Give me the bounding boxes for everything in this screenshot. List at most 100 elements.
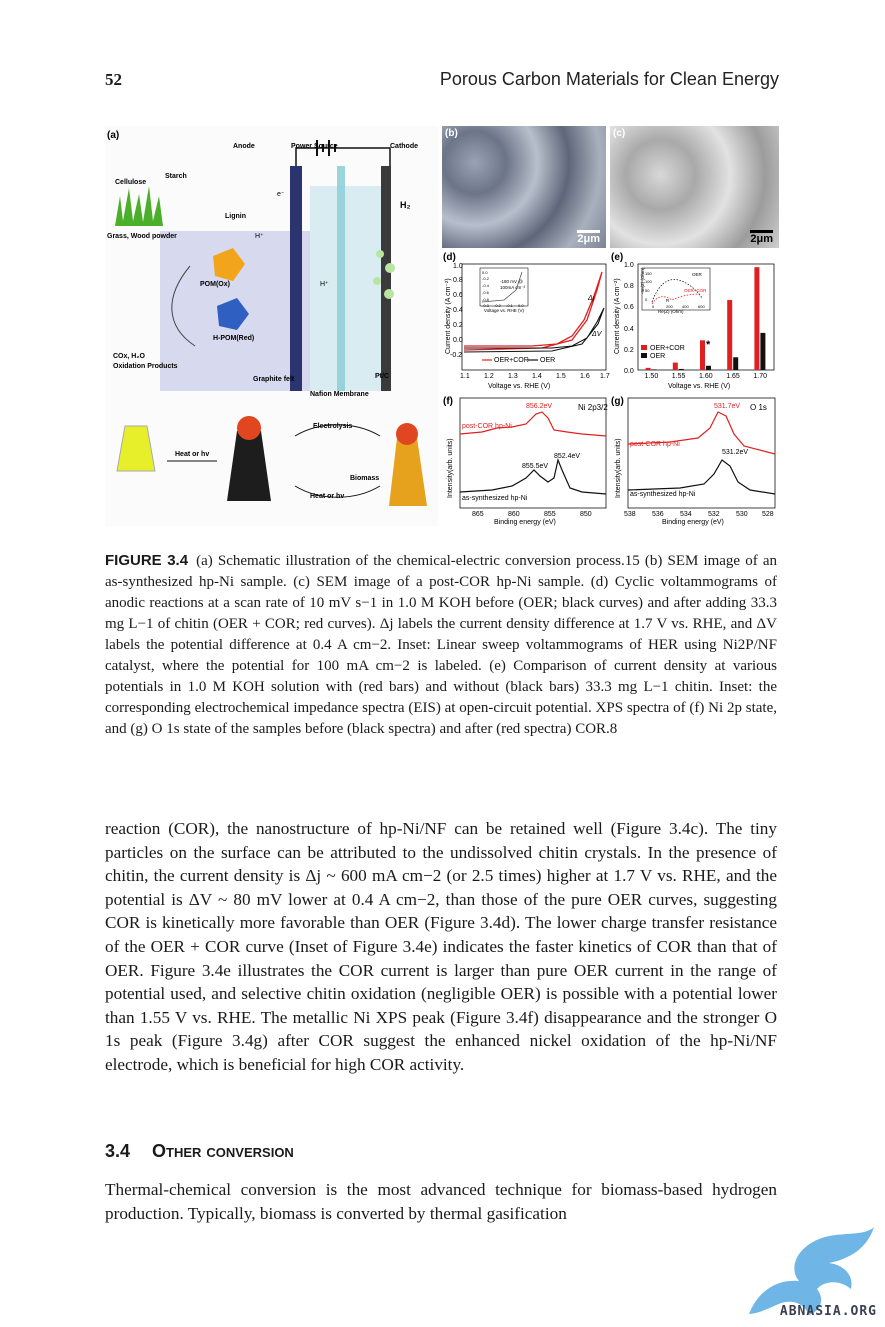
d-ytick: 0.2 [453,322,463,329]
d-ytick: 0.6 [453,292,463,299]
e-inset-ytick: 0 [645,297,648,302]
e-legend-oer-cor: OER+COR [650,345,685,352]
products-label-1: COx, H₂O [113,353,145,360]
d-xtick: 1.1 [460,373,470,380]
e-inset-ytick: 50 [645,288,650,293]
e-inset-oercor-label: OER+COR [684,288,707,293]
d-legend-oer-cor: OER+COR [494,357,529,364]
e-inset-ytick: 100 [645,279,652,284]
panel-e-bars [645,267,766,370]
e-ytick: 0.4 [624,326,634,333]
panel-f-xps-chart: (f) Ni 2p3/2 Intensity(arb. units) Bindi… [442,394,610,526]
e-inset-xlabel: Re(Z) (Ohm) [658,309,684,314]
d-ytick: 1.0 [453,263,463,270]
nafion-label: Nafion Membrane [310,391,369,398]
panel-e-ylabel: Current density (A cm⁻²) [614,278,621,354]
d-xtick: 1.6 [580,373,590,380]
hpom-label: H-POM(Red) [213,335,254,342]
panel-d-label: (d) [443,252,456,263]
e-inset-ylabel: -Im(Z) (Ohm) [640,267,645,294]
d-inset-ytick: -0.8 [482,297,490,302]
cathode-label: Cathode [390,143,418,150]
section-heading: 3.4 Other conversion [105,1141,294,1162]
xps-ni-post-cor-spectrum [459,411,607,437]
bar-oer-1.55 [678,368,684,370]
panel-g-ylabel: Intensity(arb. units) [615,438,622,498]
panel-c-sem: (c) 2μm [610,126,779,248]
panel-d-ylabel: Current density (A cm⁻²) [445,278,452,354]
bar-oer-1.70 [760,332,766,370]
e-significance-star: * [706,339,711,351]
bar-oer-cor-1.50 [645,367,651,370]
heat-hv-label-2: Heat or hv [310,493,344,500]
d-inset-xtick: 0.0 [518,303,524,308]
products-label-2: Oxidation Products [113,363,178,370]
d-ytick: 0.4 [453,307,463,314]
d-inset-ytick: -0.2 [482,276,490,281]
bar-oer-cor-1.55 [672,362,678,370]
g-peak-black: 531.2eV [722,449,748,456]
e-inset-ytick: 150 [645,271,652,276]
panel-d-xlabel: Voltage vs. RHE (V) [488,383,550,390]
electrolysis-label: Electrolysis [313,423,352,430]
cellulose-label: Cellulose [115,179,146,186]
xps-o-post-cor-spectrum [627,411,776,455]
h2-label: H₂ [400,200,411,210]
cv-oer-curve [463,307,605,353]
d-legend-oer: OER [540,357,555,364]
delta-v-label: ΔV [591,331,603,338]
starch-label: Starch [165,173,187,180]
watermark-dragon-logo [749,1227,874,1315]
g-xtick: 532 [708,511,720,518]
bar-oer-cor-1.60 [700,340,705,370]
panel-f-ylabel: Intensity(arb. units) [447,438,454,498]
g-xtick: 536 [652,511,664,518]
f-peak-black-1: 855.5eV [522,463,548,470]
e-ytick: 0.8 [624,283,634,290]
proton-label-2: H⁺ [320,281,329,288]
panel-b-label: (b) [445,128,458,139]
d-xtick: 1.3 [508,373,518,380]
g-black-series-label: as-synthesized hp-Ni [630,491,696,498]
anode-label: Anode [233,143,255,150]
panel-g-xps-chart: (g) O 1s Intensity(arb. units) Binding e… [610,394,779,526]
f-peak-black-2: 852.4eV [554,453,580,460]
e-inset-xtick: 200 [666,304,673,309]
bar-oer-1.50 [651,369,657,370]
figure-caption: FIGURE 3.4 (a) Schematic illustration of … [105,550,777,740]
d-xtick: 1.7 [600,373,610,380]
d-ytick: 0.0 [453,337,463,344]
panel-e-label: (e) [611,252,623,263]
body-paragraph-1: reaction (COR), the nanostructure of hp-… [105,819,777,1074]
g-peak-red: 531.7eV [714,403,740,410]
grass-label: Grass, Wood powder [107,233,177,240]
figure-3-4: (a) Anode Power Source Cathode Starch Ce… [105,126,779,526]
d-inset-ytick: -0.6 [482,290,490,295]
page-number: 52 [105,70,122,89]
g-xtick: 534 [680,511,692,518]
graphite-felt-label: Graphite felt [253,376,295,383]
e-xtick: 1.70 [753,373,767,380]
d-inset-note-1: -180 mV @ [500,279,523,284]
g-red-series-label: post-COR hp-Ni [630,441,680,448]
panel-c-label: (c) [613,128,626,139]
d-inset-xlabel: Voltage vs. RHE (V) [484,308,525,313]
xps-o-as-synth-spectrum [627,459,776,495]
e-ytick: 0.0 [624,368,634,375]
panel-e-xlabel: Voltage vs. RHE (V) [668,383,730,390]
section-number: 3.4 [105,1141,131,1161]
caption-label: FIGURE 3.4 [105,552,189,569]
electron-label: e⁻ [277,191,285,198]
d-inset-xtick: -0.1 [506,303,514,308]
d-xtick: 1.4 [532,373,542,380]
power-source-label: Power Source [291,143,338,150]
panel-a-schematic: (a) Anode Power Source Cathode Starch Ce… [105,126,438,526]
bar-oer-cor-1.65 [727,300,733,370]
running-title: Porous Carbon Materials for Clean Energy [439,69,779,89]
cv-oer-cor-curve [463,271,603,351]
f-xtick: 860 [508,511,520,518]
d-inset-xtick: -0.3 [482,303,490,308]
xps-ni-as-synth-spectrum [459,457,607,495]
e-inset-xtick: 600 [698,304,705,309]
e-xtick: 1.55 [672,373,686,380]
